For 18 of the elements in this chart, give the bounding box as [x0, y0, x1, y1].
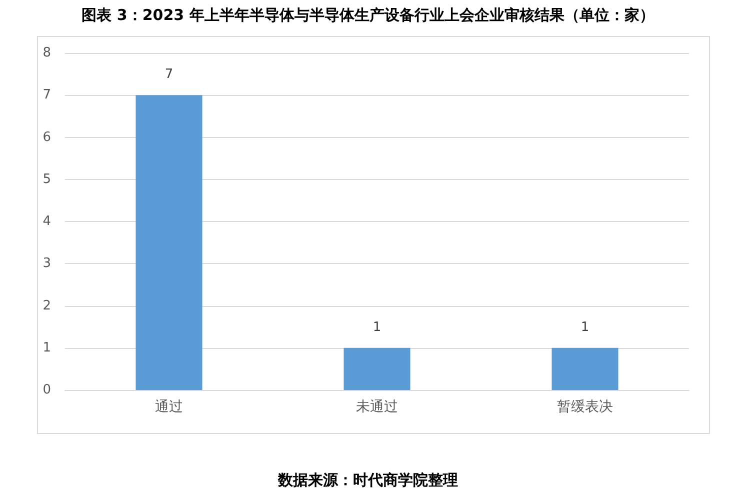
x-tick-label: 暂缓表决: [557, 399, 613, 415]
y-tick-label: 1: [42, 340, 51, 356]
data-label: 1: [372, 320, 382, 335]
chart-frame: 0 1 2 3 4 5 6 7 8 通过 未通过 暂缓表决 7 1 1: [37, 36, 710, 434]
y-tick-label: 4: [42, 214, 51, 229]
x-tick-label: 未通过: [356, 399, 398, 415]
y-tick-label: 7: [42, 88, 51, 103]
y-tick-label: 3: [42, 256, 51, 272]
x-tick-label: 通过: [155, 399, 183, 415]
y-tick-label: 2: [42, 298, 51, 314]
source-note: 数据来源：时代商学院整理: [276, 471, 459, 490]
y-tick-label: 0: [42, 382, 51, 398]
chart-title: 图表 3：2023 年上半年半导体与半导体生产设备行业上会企业审核结果（单位：家）: [80, 6, 656, 25]
y-tick-label: 6: [42, 130, 51, 145]
data-label: 7: [164, 67, 174, 82]
y-tick-label: 5: [42, 172, 51, 187]
y-tick-label: 8: [42, 46, 51, 60]
data-label: 1: [580, 320, 590, 335]
